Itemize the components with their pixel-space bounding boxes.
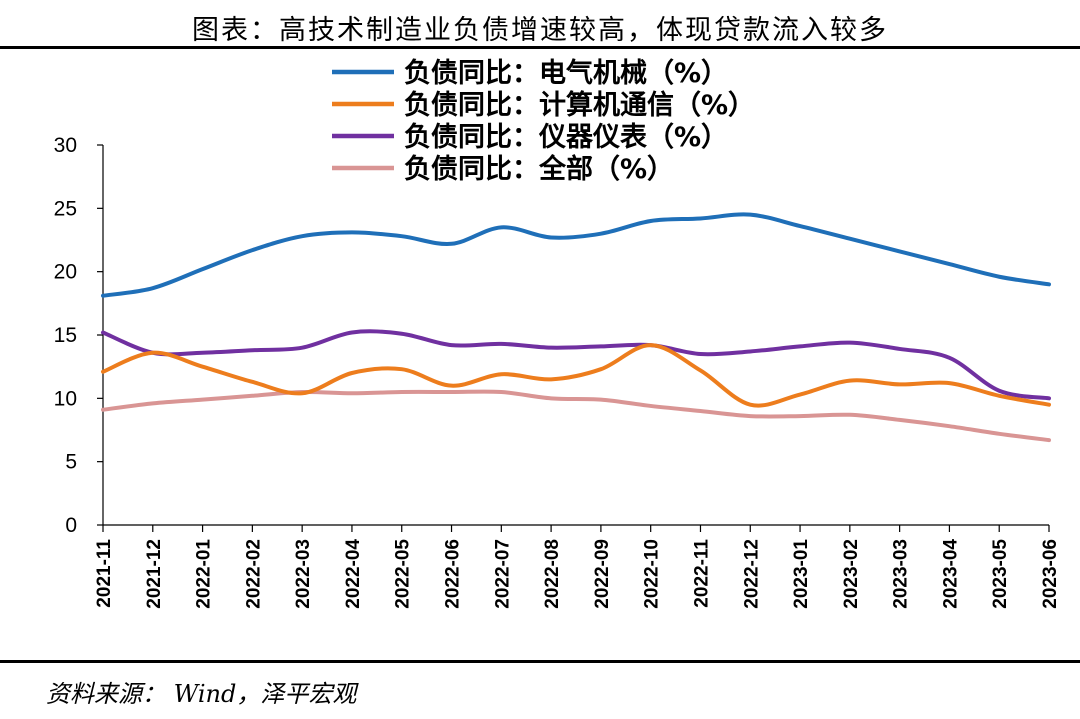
source-note: 资料来源： Wind，泽平宏观 [46, 680, 357, 708]
x-tick-label: 2022-12 [741, 539, 762, 609]
x-tick-label: 2022-01 [194, 539, 215, 609]
y-tick-label: 30 [54, 134, 77, 157]
legend-label: 负债同比：电气机械（%） [404, 58, 728, 89]
x-tick-label: 2022-07 [492, 539, 513, 609]
y-tick-label: 0 [65, 514, 77, 537]
series-line-3 [101, 329, 1051, 401]
y-tick-label: 20 [54, 261, 77, 284]
x-tick-label: 2023-03 [891, 539, 912, 609]
y-tick-label: 25 [54, 197, 77, 220]
legend: 负债同比：电气机械（%）负债同比：计算机通信（%）负债同比：仪器仪表（%）负债同… [332, 58, 755, 185]
top-rule [0, 46, 1080, 49]
x-tick-label: 2023-01 [791, 539, 812, 609]
y-tick-label: 5 [65, 451, 77, 474]
series-line-2 [101, 343, 1051, 408]
legend-label: 负债同比：仪器仪表（%） [404, 122, 728, 153]
x-tick-label: 2022-09 [592, 539, 613, 609]
x-tick-label: 2021-12 [144, 539, 165, 609]
x-tick-label: 2023-02 [841, 539, 862, 609]
y-tick-label: 15 [54, 324, 77, 347]
x-tick-label: 2022-06 [443, 539, 464, 609]
legend-label: 负债同比：全部（%） [404, 153, 674, 185]
series-lines [101, 212, 1051, 443]
bottom-rule [0, 660, 1080, 663]
page-title: 图表：高技术制造业负债增速较高，体现贷款流入较多 [192, 15, 888, 46]
series-line-4 [101, 389, 1051, 443]
axes: 0 5 10 15 20 25 30 2021-11 2021-12 2022-01 2022-02… [54, 134, 1061, 609]
x-tick-label: 2022-02 [243, 539, 264, 609]
line-chart: 0 5 10 15 20 25 30 2021-11 2021-12 2022-01 2022-02… [54, 58, 1061, 609]
x-tick-label: 2023-05 [990, 539, 1011, 609]
x-tick-label: 2022-03 [293, 539, 314, 609]
x-tick-label: 2023-04 [940, 539, 961, 609]
x-tick-label: 2022-08 [542, 539, 563, 609]
series-line-1 [101, 212, 1051, 298]
y-tick-label: 10 [54, 387, 77, 410]
x-tick-label: 2022-11 [691, 539, 712, 608]
legend-label: 负债同比：计算机通信（%） [404, 89, 755, 121]
x-tick-label: 2023-06 [1040, 539, 1061, 609]
x-tick-label: 2022-05 [393, 539, 414, 609]
x-tick-label: 2022-10 [642, 539, 663, 609]
x-tick-label: 2021-11 [94, 539, 115, 608]
x-tick-label: 2022-04 [343, 539, 364, 609]
